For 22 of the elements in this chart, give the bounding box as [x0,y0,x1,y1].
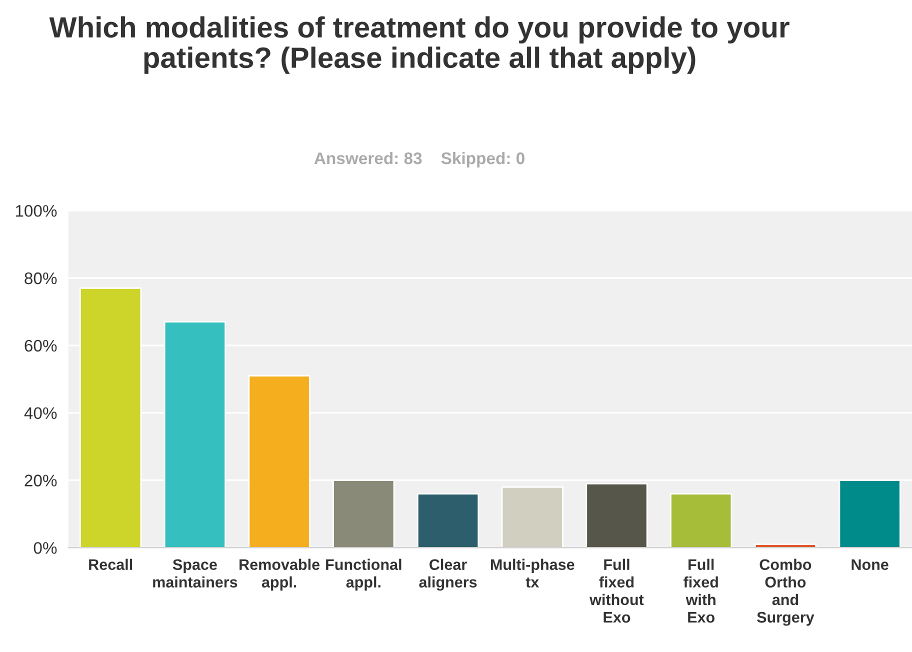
x-tick-label: Multi-phase tx [490,558,574,588]
bar [501,486,564,548]
x-tick-label: Removable appl. [240,558,320,591]
chart-title: Which modalities of treatment do you provide to your patients? (Please indicate all that apply) [49,16,790,74]
x-tick-label: Full fixed without Exo [590,558,644,623]
bar [416,493,480,548]
x-tick-label: Combo Ortho and Surgery [757,558,814,626]
bar [670,493,732,548]
y-tick-label: 60% [24,340,57,352]
chart-subtitle: Answered: 83 Skipped: 0 [314,152,524,168]
y-tick-label: 20% [24,474,57,486]
x-tick-label: Clear aligners [419,558,477,591]
x-tick-label: Recall [89,558,132,570]
x-tick-label: None [852,559,888,570]
x-tick-label: Full fixed with Exo [684,558,718,623]
x-tick-label: Space maintainers [153,559,238,588]
x-tick-label: Functional appl. [326,558,402,591]
bar [586,482,648,548]
y-tick-label: 40% [24,407,57,420]
y-tick-label: 0% [34,542,57,554]
y-tick-label: 80% [24,272,57,284]
y-tick-label: 100% [16,204,57,217]
